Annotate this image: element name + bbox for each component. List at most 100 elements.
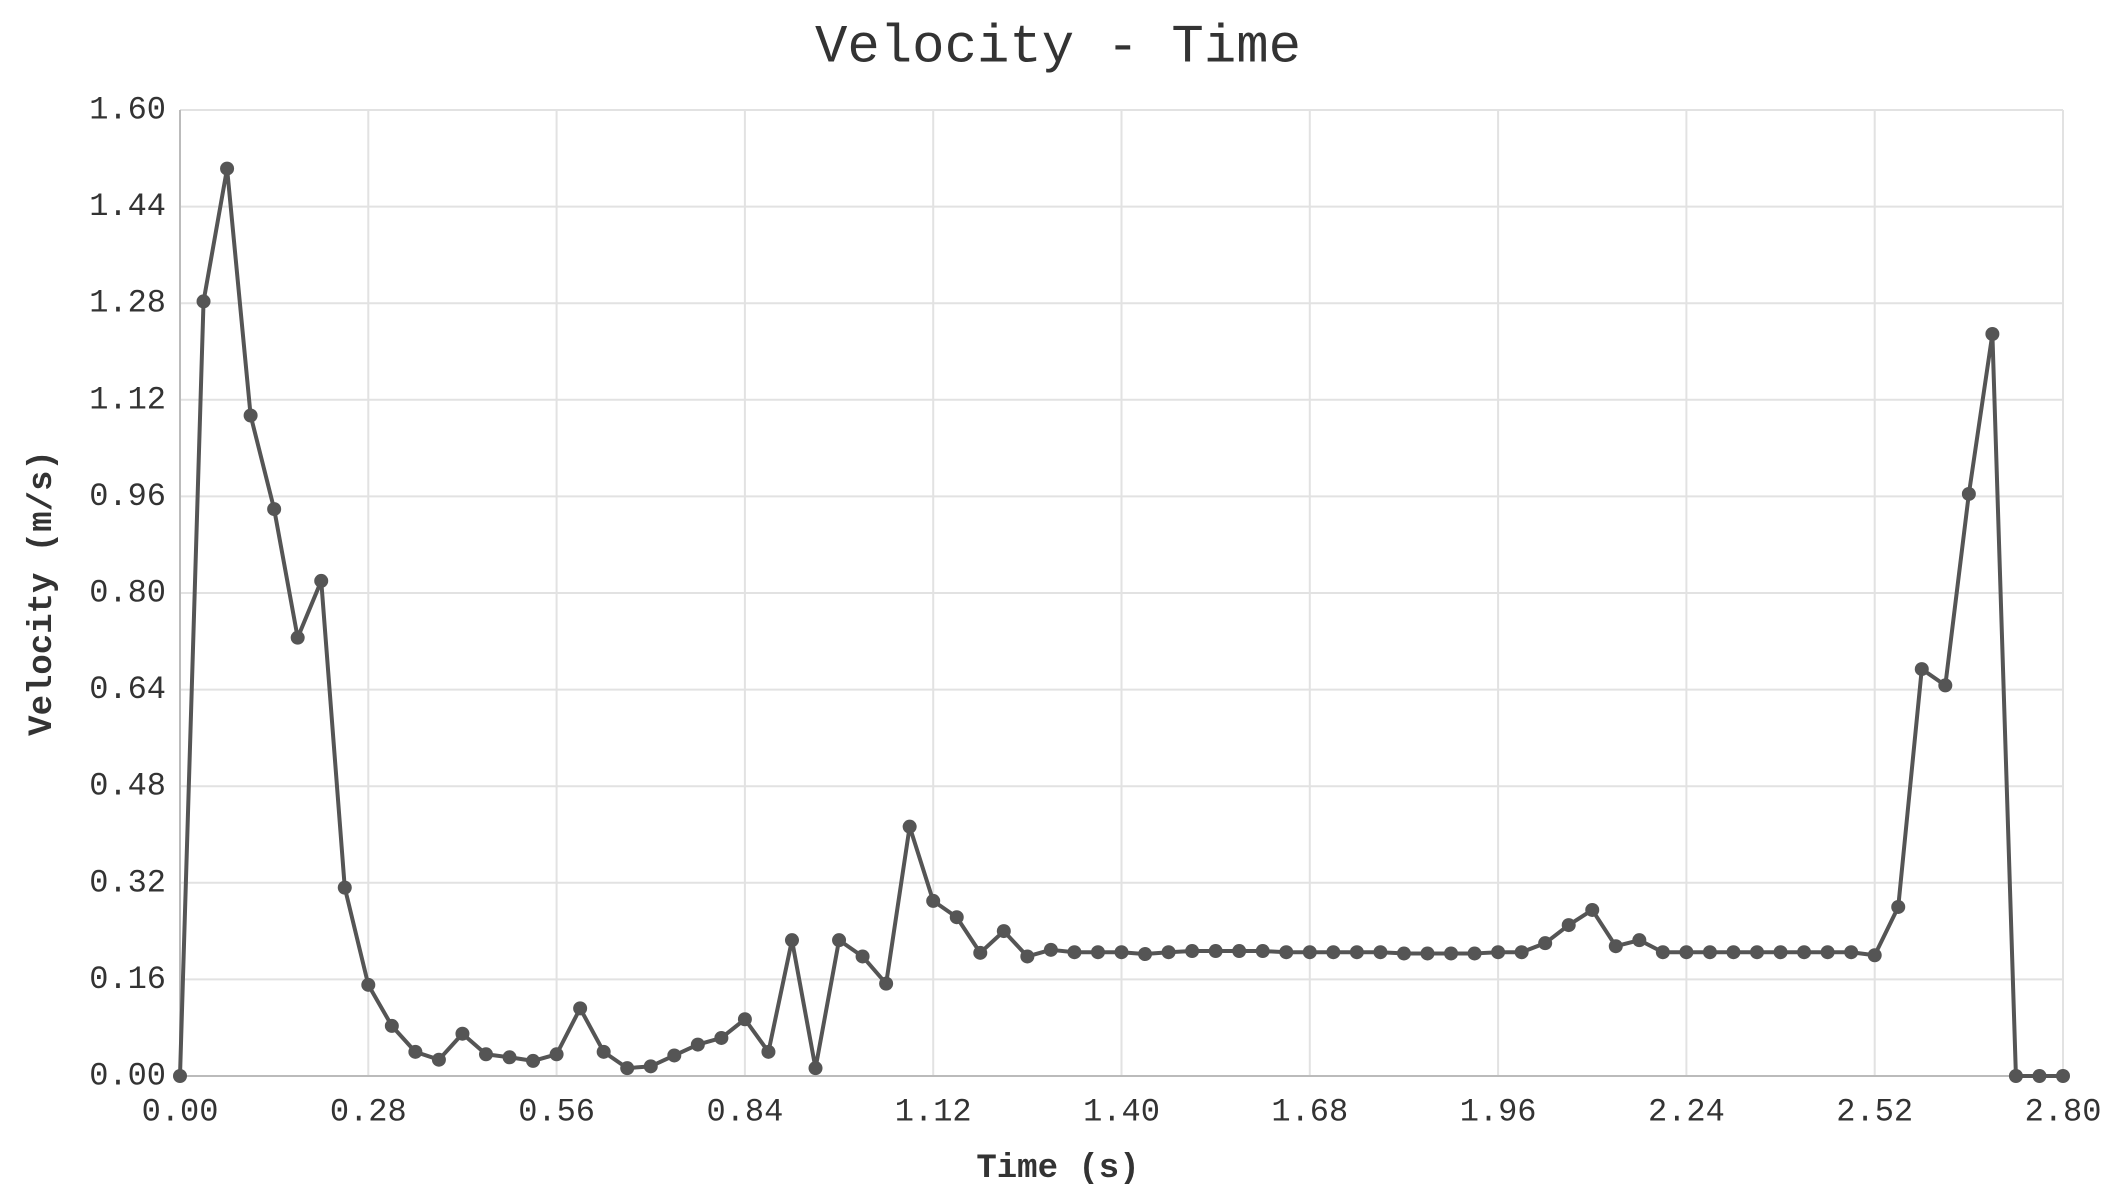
data-point	[2008, 1069, 2023, 1083]
data-point	[1067, 945, 1082, 960]
data-point	[220, 161, 235, 176]
y-tick-label: 1.44	[89, 188, 166, 225]
y-tick-label: 0.80	[89, 574, 166, 611]
y-tick-label: 0.48	[89, 768, 166, 805]
x-tick-label: 1.96	[1460, 1093, 1537, 1130]
data-point	[549, 1047, 564, 1062]
data-point	[1702, 945, 1717, 960]
data-point	[267, 502, 282, 517]
data-point	[502, 1050, 517, 1065]
data-point	[1844, 945, 1859, 960]
x-tick-label: 1.68	[1271, 1093, 1348, 1130]
data-point	[1349, 945, 1364, 960]
data-point	[431, 1052, 446, 1067]
data-point	[855, 949, 870, 964]
y-tick-label: 0.00	[89, 1057, 166, 1094]
x-tick-label: 0.56	[518, 1093, 595, 1130]
y-tick-label: 1.12	[89, 381, 166, 418]
data-point	[1679, 945, 1694, 960]
data-point	[1373, 945, 1388, 960]
data-point	[1232, 944, 1247, 959]
data-point	[1797, 945, 1812, 960]
chart-title: Velocity - Time	[815, 17, 1301, 78]
y-tick-label: 0.64	[89, 671, 166, 708]
data-point	[596, 1044, 611, 1059]
data-point	[1138, 947, 1153, 962]
x-tick-label: 2.80	[2025, 1093, 2102, 1130]
data-point	[1891, 899, 1906, 914]
data-point	[1302, 945, 1317, 960]
data-point	[667, 1048, 682, 1063]
data-point	[1655, 945, 1670, 960]
data-point	[1020, 949, 1035, 964]
x-tick-label: 0.84	[706, 1093, 783, 1130]
data-point	[737, 1012, 752, 1027]
x-tick-label: 2.24	[1648, 1093, 1725, 1130]
data-point	[2056, 1069, 2070, 1083]
data-point	[832, 933, 847, 948]
data-point	[714, 1030, 729, 1045]
data-point	[573, 1001, 588, 1016]
data-point	[1726, 945, 1741, 960]
data-point	[1867, 948, 1882, 963]
data-point	[879, 976, 894, 991]
data-point	[1396, 946, 1411, 961]
data-point	[949, 910, 964, 925]
data-point	[690, 1037, 705, 1052]
data-point	[620, 1061, 635, 1076]
data-point	[384, 1018, 399, 1033]
data-point	[1514, 945, 1529, 960]
x-tick-label: 2.52	[1836, 1093, 1913, 1130]
data-point	[1632, 933, 1647, 948]
x-tick-label: 1.12	[895, 1093, 972, 1130]
data-point	[1914, 662, 1929, 677]
data-point	[408, 1044, 423, 1059]
data-point	[996, 924, 1011, 939]
data-point	[784, 933, 799, 948]
y-axis-label: Velocity (m/s)	[24, 450, 62, 736]
data-point	[1444, 946, 1459, 961]
data-point	[808, 1061, 823, 1076]
data-point	[337, 880, 352, 895]
data-point	[1608, 939, 1623, 954]
data-point	[1467, 946, 1482, 961]
data-point	[1255, 944, 1270, 959]
data-point	[1561, 918, 1576, 933]
data-point	[2032, 1069, 2047, 1083]
y-tick-label: 1.60	[89, 91, 166, 128]
data-point	[478, 1047, 493, 1062]
data-point	[1420, 946, 1435, 961]
data-point	[1538, 936, 1553, 951]
data-point	[1279, 945, 1294, 960]
data-point	[1585, 902, 1600, 917]
data-point	[1043, 942, 1058, 957]
data-point	[1820, 945, 1835, 960]
x-tick-label: 1.40	[1083, 1093, 1160, 1130]
y-tick-label: 1.28	[89, 285, 166, 322]
data-point	[1750, 945, 1765, 960]
y-tick-label: 0.32	[89, 864, 166, 901]
data-point	[1208, 944, 1223, 959]
data-point	[1090, 945, 1105, 960]
data-point	[902, 819, 917, 834]
data-point	[643, 1059, 658, 1074]
data-point	[196, 294, 211, 309]
data-point	[361, 977, 376, 992]
data-point	[1491, 945, 1506, 960]
data-point	[526, 1053, 541, 1068]
data-point	[1114, 945, 1129, 960]
y-tick-label: 0.96	[89, 478, 166, 515]
data-point	[1326, 945, 1341, 960]
data-point	[243, 408, 258, 423]
data-point	[1961, 486, 1976, 501]
x-tick-label: 0.00	[142, 1093, 219, 1130]
data-point	[173, 1069, 187, 1083]
data-point	[1938, 678, 1953, 693]
data-point	[455, 1026, 470, 1041]
y-tick-label: 0.16	[89, 961, 166, 998]
data-point	[290, 630, 305, 645]
data-point	[1773, 945, 1788, 960]
data-point	[1185, 944, 1200, 959]
data-point	[314, 573, 329, 588]
